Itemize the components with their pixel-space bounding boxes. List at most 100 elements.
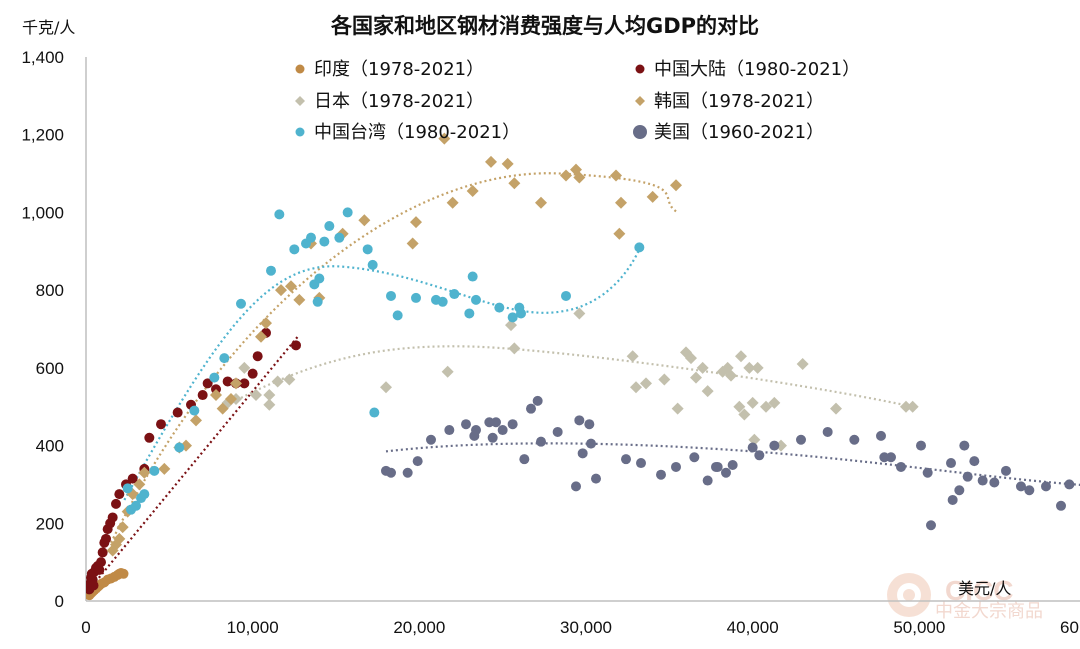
data-point [634, 242, 645, 253]
data-point [735, 350, 747, 363]
data-point [219, 353, 230, 364]
data-point [122, 483, 133, 494]
data-point [796, 434, 806, 445]
legend-label: 印度（1978-2021） [314, 59, 484, 80]
x-tick-label: 60,000 [1060, 618, 1080, 637]
legend-marker [295, 64, 305, 74]
data-point [319, 236, 330, 247]
y-tick-label: 1,000 [21, 203, 64, 222]
data-point [959, 440, 970, 451]
data-point [291, 340, 301, 351]
data-point [561, 290, 571, 301]
data-point [446, 196, 459, 209]
data-point [114, 489, 125, 500]
data-point [747, 442, 758, 453]
data-point [501, 157, 514, 170]
data-point [113, 532, 126, 545]
data-point [702, 475, 713, 486]
data-point [266, 265, 276, 276]
data-point [754, 450, 765, 461]
legend-marker [633, 125, 647, 139]
data-point [252, 351, 263, 362]
data-point [689, 452, 700, 463]
data-point [111, 498, 121, 509]
data-point [94, 564, 105, 575]
x-tick-label: 20,000 [393, 618, 445, 637]
data-point [830, 402, 842, 415]
data-point [250, 389, 262, 402]
data-point [107, 512, 118, 523]
data-point [144, 432, 155, 443]
data-point [312, 296, 323, 307]
data-point [947, 494, 958, 505]
data-point [571, 481, 581, 492]
data-point [174, 442, 185, 453]
data-point [230, 377, 242, 390]
data-point [508, 177, 521, 190]
data-point [494, 302, 505, 313]
data-point [573, 307, 586, 320]
legend-marker [295, 127, 305, 137]
data-point [1064, 479, 1075, 490]
data-point [646, 190, 659, 203]
data-point [438, 132, 451, 145]
data-point [139, 489, 150, 500]
data-point [532, 395, 543, 406]
data-point [411, 292, 421, 303]
data-point [485, 155, 497, 168]
data-point [149, 465, 160, 476]
data-point [584, 419, 595, 430]
data-point [922, 467, 933, 478]
data-point [1024, 485, 1035, 496]
x-tick-label: 40,000 [727, 618, 779, 637]
data-point [410, 216, 422, 229]
data-point [849, 434, 860, 445]
data-point [274, 209, 285, 220]
legend-label: 中国大陆（1980-2021） [654, 59, 860, 80]
data-point [946, 458, 956, 469]
data-point [535, 196, 547, 209]
y-axis-unit-label: 千克/人 [22, 18, 75, 37]
legend-label: 中国台湾（1980-2021） [314, 122, 520, 143]
watermark-text: 中金大宗商品 [935, 601, 1043, 622]
data-point [386, 290, 396, 301]
x-axis-ticks: 0 10,000 20,000 30,000 40,000 50,000 60,000 [81, 618, 1080, 637]
y-tick-label: 1,200 [21, 126, 64, 145]
data-point [626, 350, 639, 363]
x-tick-label: 50,000 [893, 618, 945, 637]
data-point [497, 425, 508, 436]
y-tick-label: 800 [36, 281, 64, 300]
data-point [610, 169, 622, 182]
trend-line [110, 172, 679, 544]
data-point [324, 221, 335, 232]
data-point [334, 232, 345, 243]
data-point [630, 381, 642, 394]
watermark: CICC 中金大宗商品 [887, 573, 1043, 622]
data-point [131, 500, 141, 511]
data-point [285, 280, 297, 293]
data-point [1056, 500, 1066, 511]
data-point [362, 244, 373, 255]
data-point [225, 392, 237, 405]
data-point [216, 402, 229, 415]
data-point [574, 415, 585, 426]
data-point [222, 376, 233, 387]
data-point [283, 373, 296, 386]
data-point [449, 289, 460, 300]
data-point [369, 407, 380, 418]
data-point [275, 284, 287, 297]
data-point [461, 419, 471, 430]
data-point [560, 169, 572, 182]
x-tick-label: 0 [81, 618, 90, 637]
data-point [471, 294, 481, 305]
data-point [552, 426, 563, 437]
x-tick-label: 30,000 [560, 618, 612, 637]
data-point [721, 467, 731, 478]
data-point [977, 475, 988, 486]
data-point [342, 207, 353, 218]
data-point [526, 403, 536, 414]
data-point [1041, 481, 1051, 492]
data-point [613, 227, 626, 240]
data-point [314, 273, 325, 284]
